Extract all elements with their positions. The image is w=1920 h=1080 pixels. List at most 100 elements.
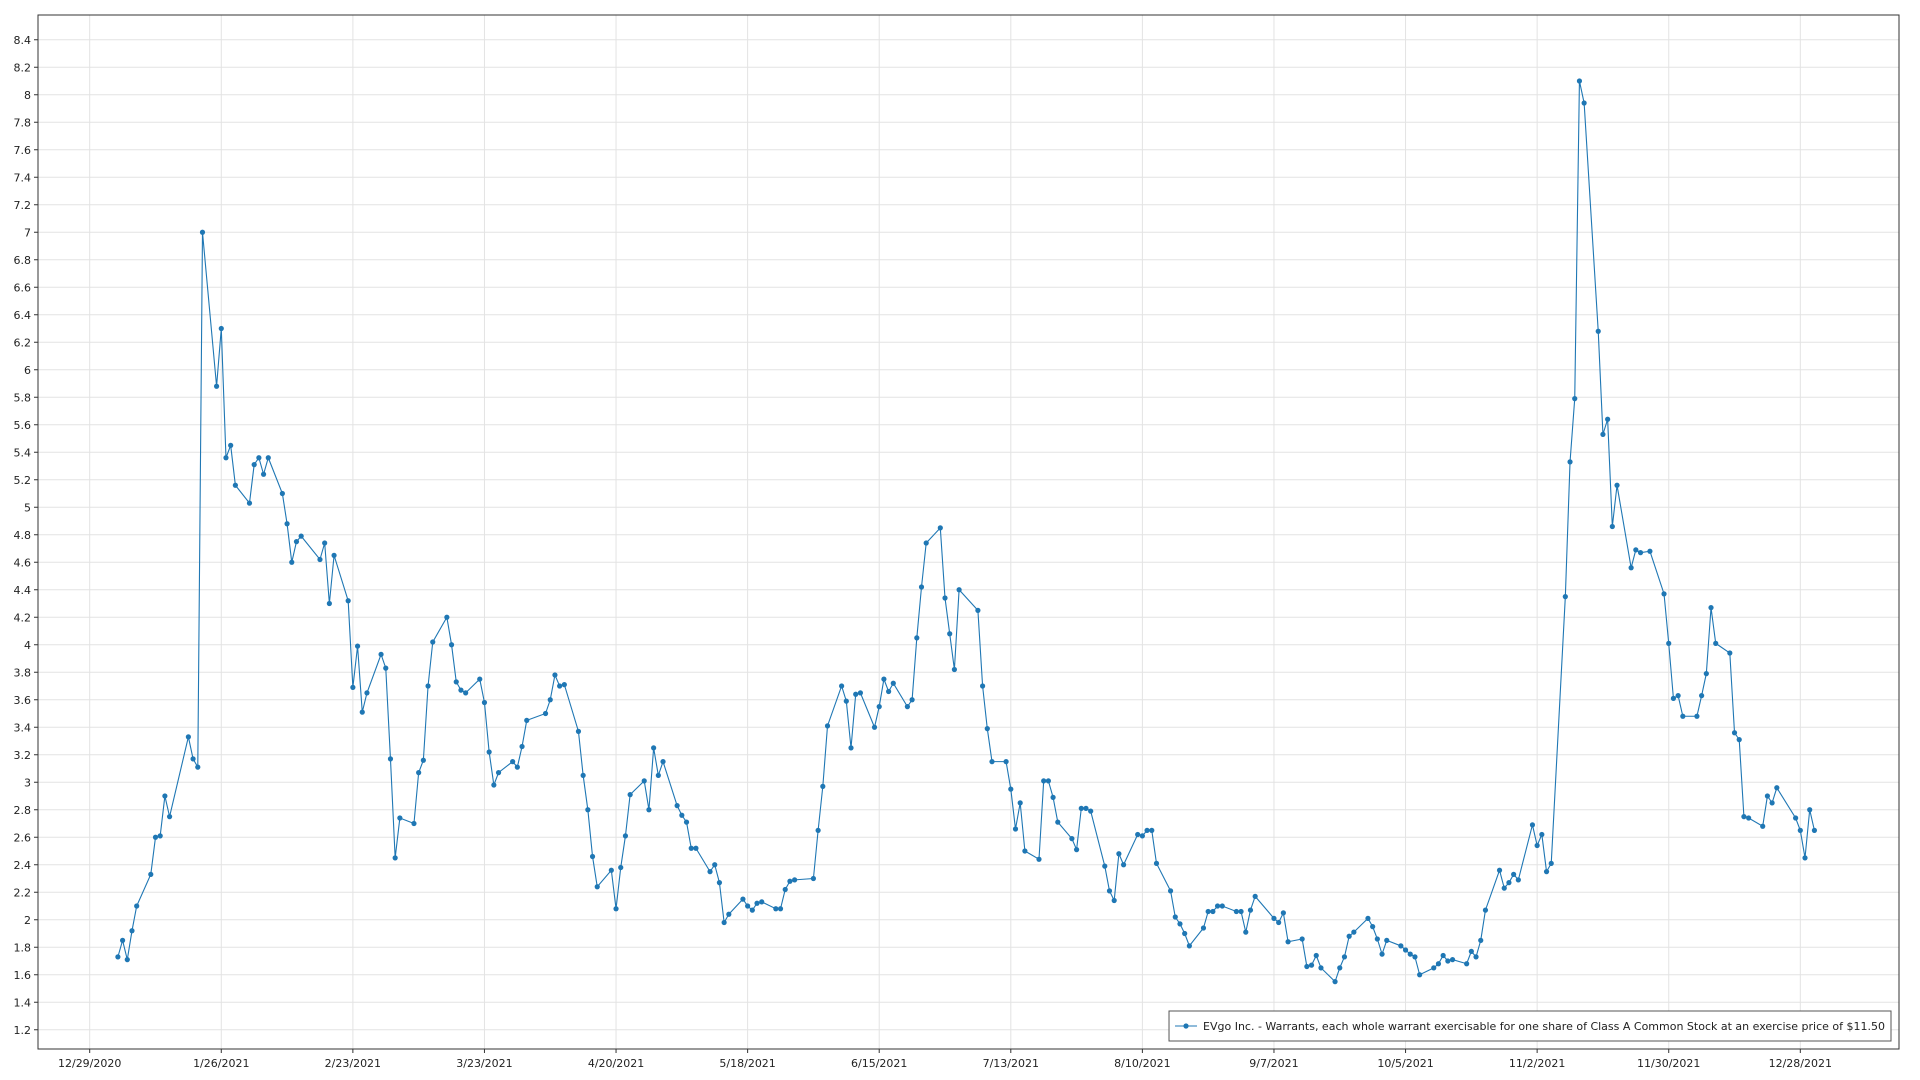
data-point [1670,695,1677,701]
y-tick-label: 6.8 [14,254,32,267]
data-point [1055,819,1061,825]
data-point [157,833,163,839]
data-point [1417,972,1423,978]
data-point [651,745,657,751]
data-point [1797,827,1803,833]
data-point [364,690,370,696]
data-point [782,886,788,893]
data-point [354,643,361,649]
data-point [510,759,516,765]
data-point [1243,929,1249,935]
data-point [613,906,619,912]
data-point [1102,863,1108,869]
data-point [256,455,262,461]
data-point [740,896,746,902]
data-point [1764,793,1771,799]
data-point [1346,933,1352,939]
data-point [608,867,614,873]
data-point [322,540,328,546]
data-point [1120,862,1127,868]
data-point [444,614,450,620]
data-point [463,690,469,696]
data-point [265,455,271,461]
data-point [1003,759,1009,765]
data-point [152,834,159,840]
data-point [345,598,351,604]
x-tick-label: 8/10/2021 [1114,1057,1170,1070]
data-point [542,710,549,717]
data-point [1464,961,1470,967]
data-point [486,749,492,755]
data-point [1661,591,1667,597]
x-tick-label: 11/30/2021 [1637,1057,1700,1070]
data-point [688,845,694,851]
y-tick-label: 7.6 [14,144,32,157]
data-point [754,900,760,906]
data-point [1271,915,1277,921]
data-point [115,954,121,960]
data-point [1666,640,1672,646]
data-point [495,770,502,776]
data-point [378,651,384,657]
y-tick-label: 5.8 [14,391,32,404]
data-point [857,690,864,696]
data-point [1731,730,1738,736]
data-point [1384,937,1390,943]
data-point [1337,965,1343,971]
y-tick-label: 4.4 [14,584,32,597]
data-point [890,680,896,686]
data-point [1041,778,1047,784]
data-point [1379,951,1385,957]
data-point [1741,814,1747,820]
data-point [397,815,403,821]
data-point [820,783,826,789]
y-tick-label: 6.4 [14,309,32,322]
data-point [1529,822,1536,828]
data-point [1280,910,1286,916]
data-point [679,812,685,818]
data-point [1318,965,1324,971]
data-point [1708,605,1714,611]
y-tick-label: 3.4 [14,721,32,734]
data-point [989,759,995,765]
data-point [430,639,436,645]
data-point [458,687,464,693]
data-point [134,903,140,909]
legend-label: EVgo Inc. - Warrants, each whole warrant… [1203,1020,1885,1033]
y-tick-label: 7.4 [14,171,32,184]
data-point [1017,800,1023,806]
data-point [1713,640,1719,646]
data-point [1449,957,1456,963]
data-point [810,875,817,882]
legend-box [1168,1010,1892,1042]
data-point [1506,880,1512,886]
data-point [1172,914,1178,920]
data-point [792,877,798,883]
data-point [326,600,332,607]
data-point [1200,925,1207,931]
data-point [1252,893,1258,899]
data-point [843,698,849,704]
data-point [1567,459,1573,465]
y-tick-label: 5.4 [14,446,32,459]
data-point [984,726,990,732]
data-point [416,770,422,776]
data-point [1139,833,1145,839]
data-point [1511,871,1517,877]
data-point [951,666,958,673]
data-point [646,807,652,813]
data-point [1073,847,1080,853]
x-tick-label: 3/23/2021 [456,1057,512,1070]
data-point [166,814,173,820]
data-point [1628,565,1634,571]
data-point [148,871,154,877]
data-point [1473,954,1479,960]
y-tick-label: 8.2 [14,61,32,74]
data-point [674,803,680,809]
data-point [1370,924,1376,930]
data-point [119,937,126,943]
data-point [420,757,426,763]
data-point [1445,958,1451,964]
y-tick-label: 6.2 [14,336,32,349]
